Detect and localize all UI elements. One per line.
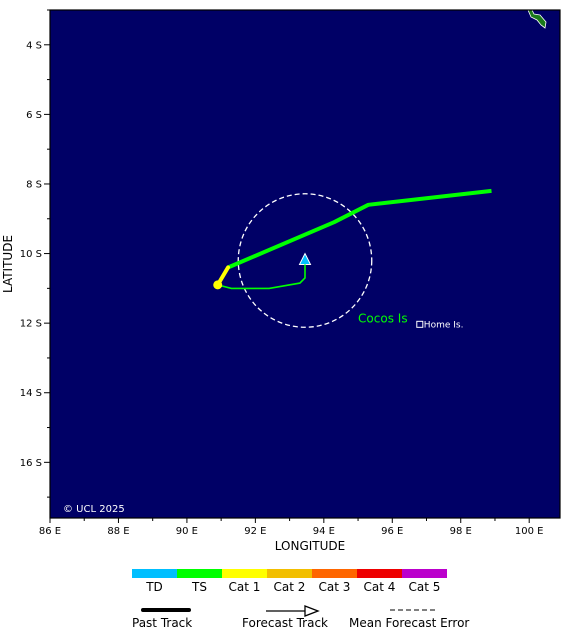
legend-label-cat-3: Cat 3 [318,580,351,594]
y-tick-label: 10 S [20,249,42,260]
track-layer: Cocos Is Home Is. [213,188,492,330]
current-position-marker [213,280,223,290]
home-island-marker-icon [416,320,424,328]
forecast-arrow-icon [304,605,320,617]
legend-label-td: TD [146,580,163,594]
axis-ticks: 86 E 88 E 90 E 92 E 94 E 96 E 98 E 100 E 4 S 6 S 8… [20,9,544,537]
x-tick-label: 100 E [515,526,544,537]
forecast-track-line [217,264,306,290]
past-track-ts-segment [227,188,492,270]
x-tick-label: 94 E [313,526,335,537]
x-tick-label: 86 E [39,526,61,537]
x-tick-label: 90 E [176,526,198,537]
forecast-track-label: Forecast Track [242,616,328,630]
legend-swatch-td [132,569,177,578]
x-tick-label: 88 E [107,526,129,537]
mean-forecast-error-circle [237,193,373,328]
copyright-label: © UCL 2025 [63,504,125,515]
legend-label-ts: TS [192,580,207,594]
y-tick-label: 8 S [26,179,42,190]
past-track-label: Past Track [132,616,193,630]
y-tick-label: 4 S [26,40,42,51]
plot-frame [49,9,561,519]
y-tick-label: 12 S [20,319,42,330]
place-label-home-is: Home Is. [424,320,464,330]
legend-swatch-cat-5 [402,569,447,578]
legend-swatch-cat-4 [357,569,402,578]
legend-label-cat-5: Cat 5 [408,580,441,594]
y-tick-label: 16 S [20,458,42,469]
category-color-bar [132,569,447,578]
y-tick-label: 14 S [20,388,42,399]
legend-swatch-cat-1 [222,569,267,578]
legend-label-cat-1: Cat 1 [228,580,261,594]
x-axis-title: LONGITUDE [275,539,345,553]
island-land [527,10,547,29]
legend-swatch-ts [177,569,222,578]
x-tick-label: 92 E [244,526,266,537]
x-tick-label: 96 E [381,526,403,537]
legend-label-cat-4: Cat 4 [363,580,396,594]
land-masses [527,10,547,29]
legend-label-cat-2: Cat 2 [273,580,306,594]
legend-swatch-cat-2 [267,569,312,578]
place-label-cocos: Cocos Is [358,312,408,326]
forecast-arrow-head-icon [298,252,312,266]
x-tick-label: 98 E [450,526,472,537]
mean-error-label: Mean Forecast Error [349,616,470,630]
legend-swatch-cat-3 [312,569,357,578]
y-axis-title: LATITUDE [1,235,15,293]
y-tick-label: 6 S [26,110,42,121]
